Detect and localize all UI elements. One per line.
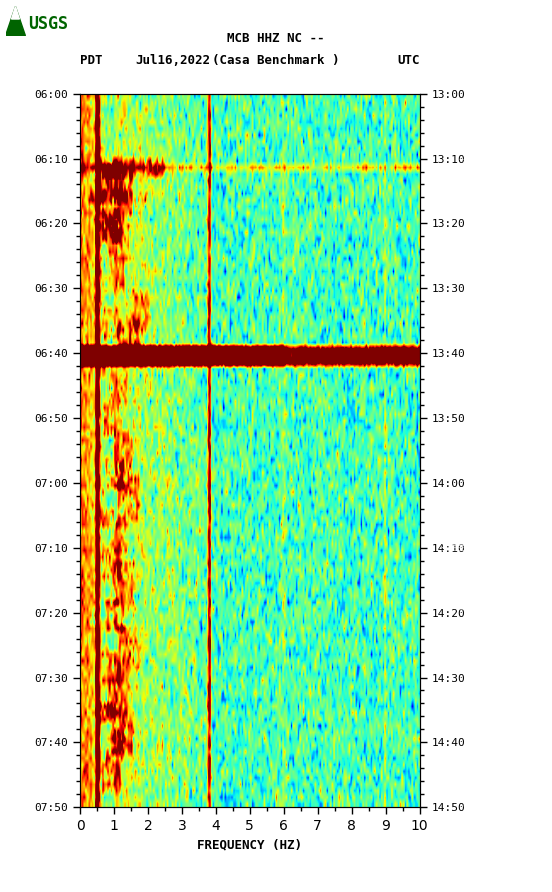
Text: PDT: PDT <box>80 54 103 67</box>
Text: Jul16,2022: Jul16,2022 <box>135 54 210 67</box>
X-axis label: FREQUENCY (HZ): FREQUENCY (HZ) <box>197 838 302 852</box>
Text: UTC: UTC <box>397 54 420 67</box>
Polygon shape <box>12 6 19 19</box>
Text: USGS: USGS <box>28 14 68 33</box>
Text: MCB HHZ NC --: MCB HHZ NC -- <box>227 31 325 45</box>
Text: (Casa Benchmark ): (Casa Benchmark ) <box>213 54 339 67</box>
Polygon shape <box>6 6 25 36</box>
